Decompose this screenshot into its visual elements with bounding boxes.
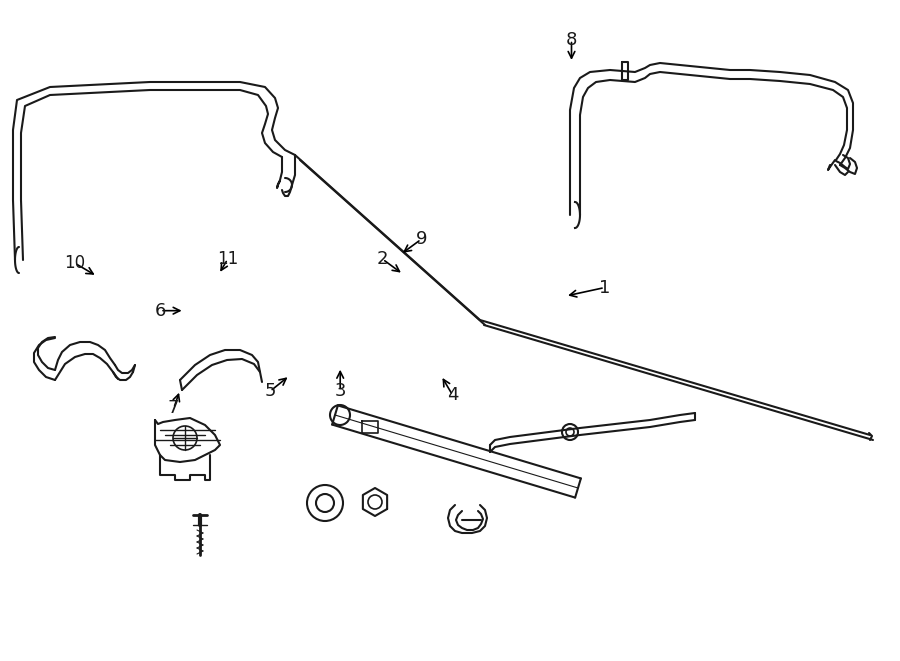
Text: 5: 5 (265, 382, 275, 401)
Text: 8: 8 (566, 30, 577, 49)
Text: 10: 10 (64, 254, 86, 272)
Text: 9: 9 (416, 230, 427, 249)
Text: 3: 3 (335, 382, 346, 401)
Text: 11: 11 (217, 250, 239, 268)
Text: 1: 1 (599, 278, 610, 297)
Text: 4: 4 (447, 386, 458, 405)
Text: 2: 2 (377, 250, 388, 268)
Text: 7: 7 (168, 399, 179, 418)
Circle shape (562, 424, 578, 440)
Text: 6: 6 (155, 301, 166, 320)
